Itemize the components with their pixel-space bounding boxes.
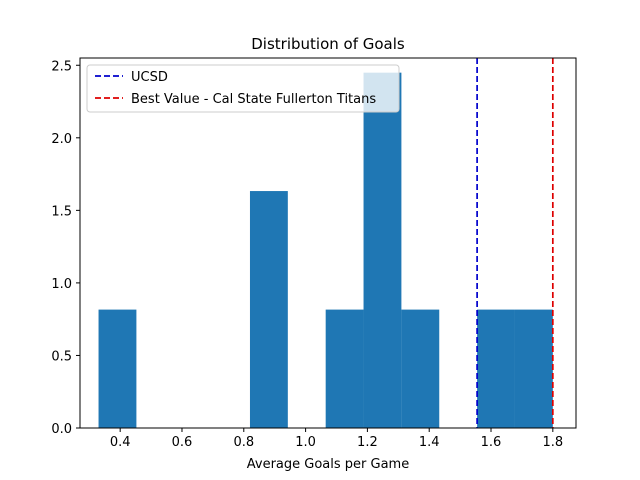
x-tick-label: 0.4	[110, 435, 131, 450]
chart-title: Distribution of Goals	[251, 35, 405, 53]
bars-group	[98, 72, 553, 428]
x-tick-label: 1.2	[357, 435, 378, 450]
y-tick-label: 0.0	[51, 422, 72, 437]
legend-box	[86, 64, 400, 113]
histogram-bar-7	[363, 72, 402, 428]
histogram-bar-6	[325, 309, 364, 428]
legend-label-ucsd: UCSD	[131, 70, 168, 85]
y-tick-label: 1.0	[51, 277, 72, 292]
x-tick-label: 0.8	[233, 435, 254, 450]
histogram-bar-11	[514, 309, 553, 428]
legend: UCSD Best Value - Cal State Fullerton Ti…	[86, 64, 400, 113]
y-tick-label: 2.5	[51, 59, 72, 74]
reference-lines-group	[476, 58, 554, 428]
y-axis-ticks: 0.0 0.5 1.0 1.5 2.0 2.5	[51, 59, 80, 437]
x-tick-label: 1.8	[542, 435, 563, 450]
x-tick-label: 1.4	[419, 435, 440, 450]
x-tick-label: 0.6	[172, 435, 193, 450]
x-tick-label: 1.6	[481, 435, 502, 450]
histogram-bar-8	[401, 309, 440, 428]
histogram-bar-10	[477, 309, 515, 428]
y-tick-label: 0.5	[51, 349, 72, 364]
histogram-bar-0	[98, 309, 137, 428]
plot-frame	[79, 57, 577, 429]
y-tick-label: 2.0	[51, 132, 72, 147]
histogram-bar-4	[249, 191, 288, 428]
x-tick-label: 1.0	[295, 435, 316, 450]
legend-label-best-value: Best Value - Cal State Fullerton Titans	[131, 92, 376, 107]
x-axis-label: Average Goals per Game	[247, 457, 409, 472]
x-axis-ticks: 0.4 0.6 0.8 1.0 1.2 1.4 1.6 1.8	[110, 428, 563, 450]
y-tick-label: 1.5	[51, 204, 72, 219]
